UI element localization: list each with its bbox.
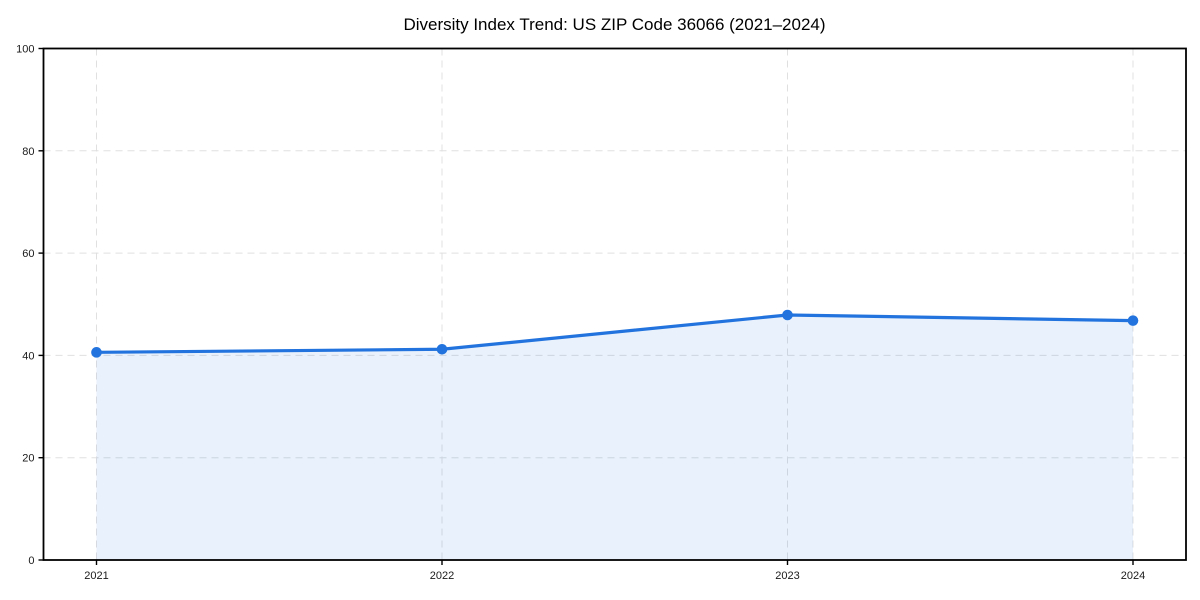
x-tick-label: 2023 [775, 570, 799, 582]
y-tick-label: 80 [22, 146, 34, 158]
y-tick-label: 0 [28, 555, 34, 567]
y-tick-label: 40 [22, 350, 34, 362]
y-tick-label: 60 [22, 248, 34, 260]
data-point-marker [1127, 315, 1139, 326]
x-tick-label: 2021 [84, 570, 108, 582]
x-tick-label: 2022 [430, 570, 454, 582]
area-fill [96, 314, 1133, 560]
chart-title: Diversity Index Trend: US ZIP Code 36066… [403, 15, 826, 34]
plot-border [42, 47, 1187, 561]
y-tick-label: 100 [16, 44, 34, 56]
y-tick-label: 20 [22, 453, 34, 465]
x-tick-label: 2024 [1121, 570, 1145, 582]
trend-line [94, 313, 1135, 354]
data-point-marker [91, 347, 102, 358]
data-point-marker [436, 343, 448, 355]
data-point-marker [782, 309, 793, 321]
